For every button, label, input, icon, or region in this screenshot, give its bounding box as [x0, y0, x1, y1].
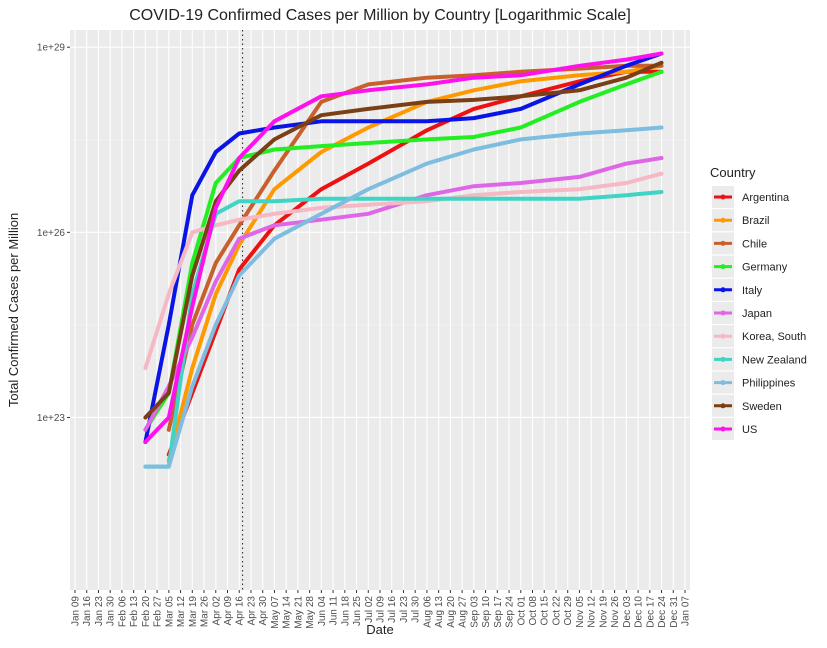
x-tick-label: Jun 18 [340, 596, 351, 626]
x-tick-label: May 07 [270, 596, 281, 629]
legend-title: Country [710, 165, 756, 180]
x-tick-label: Jul 02 [364, 596, 375, 623]
x-tick-label: Apr 30 [258, 596, 269, 626]
x-tick-label: Dec 03 [622, 596, 633, 628]
x-tick-label: Mar 05 [164, 596, 175, 628]
legend-key-point [720, 333, 726, 339]
x-tick-label: Jun 11 [329, 596, 340, 626]
x-tick-label: Jul 16 [387, 596, 398, 623]
y-tick-label: 1e+26 [37, 228, 66, 239]
legend-key-point [720, 310, 726, 316]
x-tick-label: Dec 10 [634, 596, 645, 628]
y-tick-label: 1e+23 [37, 413, 66, 424]
x-tick-label: Dec 31 [669, 596, 680, 628]
x-tick-label: Jul 23 [399, 596, 410, 623]
legend-label: Brazil [742, 215, 770, 227]
x-tick-label: Apr 09 [223, 596, 234, 626]
series-line [143, 125, 664, 469]
x-tick-label: Sep 10 [481, 596, 492, 628]
x-tick-label: Apr 16 [235, 596, 246, 626]
x-tick-label: Feb 27 [153, 596, 164, 628]
legend-key-point [720, 356, 726, 362]
x-tick-label: May 14 [282, 596, 293, 629]
legend-key-point [720, 217, 726, 223]
x-tick-label: Sep 17 [493, 596, 504, 628]
x-tick-label: Sep 24 [505, 596, 516, 628]
x-tick-label: Mar 19 [188, 596, 199, 628]
y-tick-label: 1e+29 [37, 43, 66, 54]
x-tick-label: Feb 20 [141, 596, 152, 628]
x-tick-label: Oct 15 [540, 596, 551, 626]
x-tick-label: Apr 23 [246, 596, 257, 626]
x-tick-label: Jan 07 [681, 596, 692, 626]
series-line [143, 51, 664, 444]
x-tick-label: Jan 30 [106, 596, 117, 626]
legend-label: Sweden [742, 401, 782, 413]
legend-label: Argentina [742, 192, 790, 204]
x-tick-label: Oct 22 [551, 596, 562, 626]
x-tick-label: Sep 03 [469, 596, 480, 628]
x-tick-label: Aug 13 [434, 596, 445, 628]
x-tick-label: Feb 13 [129, 596, 140, 628]
x-tick-label: Nov 19 [598, 596, 609, 628]
x-tick-label: Aug 06 [422, 596, 433, 628]
legend-key-point [720, 287, 726, 293]
x-tick-label: Jan 09 [71, 596, 82, 626]
series-line [166, 69, 664, 457]
x-tick-label: Nov 12 [587, 596, 598, 628]
x-tick-label: Jul 30 [411, 596, 422, 623]
x-tick-label: Apr 02 [211, 596, 222, 626]
legend-key-point [720, 380, 726, 386]
series-line [143, 156, 664, 432]
legend-key-point [720, 426, 726, 432]
x-tick-label: Oct 29 [563, 596, 574, 626]
legend-label: Italy [742, 285, 763, 297]
legend-label: Philippines [742, 378, 796, 390]
series-line [143, 190, 664, 469]
x-tick-label: Nov 05 [575, 596, 586, 628]
chart-title: COVID-19 Confirmed Cases per Million by … [129, 7, 631, 24]
x-axis-title: Date [366, 622, 393, 637]
legend-label: New Zealand [742, 354, 807, 366]
x-tick-label: Jun 25 [352, 596, 363, 626]
x-tick-label: Jan 16 [82, 596, 93, 626]
x-tick-label: Aug 27 [458, 596, 469, 628]
x-tick-label: Mar 12 [176, 596, 187, 628]
y-axis-title: Total Confirmed Cases per Million [6, 213, 21, 407]
x-tick-label: Aug 20 [446, 596, 457, 628]
x-tick-label: May 28 [305, 596, 316, 629]
legend-key-point [720, 403, 726, 409]
legend-label: Germany [742, 262, 788, 274]
x-tick-label: Dec 17 [645, 596, 656, 628]
legend-key-point [720, 194, 726, 200]
series-line [166, 63, 664, 432]
legend-label: US [742, 424, 757, 436]
x-tick-label: Jul 09 [376, 596, 387, 623]
x-tick-label: May 21 [293, 596, 304, 629]
x-tick-label: Nov 26 [610, 596, 621, 628]
series-line [143, 171, 664, 371]
legend-key-point [720, 264, 726, 270]
x-tick-label: Oct 01 [516, 596, 527, 626]
x-tick-label: Dec 24 [657, 596, 668, 628]
series-line [143, 51, 664, 444]
x-tick-label: Jun 04 [317, 596, 328, 626]
x-tick-label: Feb 06 [117, 596, 128, 628]
series-line [143, 69, 664, 432]
legend-label: Chile [742, 238, 767, 250]
legend-key-point [720, 240, 726, 246]
x-tick-label: Mar 26 [200, 596, 211, 628]
series-line [166, 63, 664, 463]
series-line [143, 60, 664, 420]
legend-label: Korea, South [742, 331, 806, 343]
x-tick-label: Jan 23 [94, 596, 105, 626]
x-tick-label: Oct 08 [528, 596, 539, 626]
legend-label: Japan [742, 308, 772, 320]
